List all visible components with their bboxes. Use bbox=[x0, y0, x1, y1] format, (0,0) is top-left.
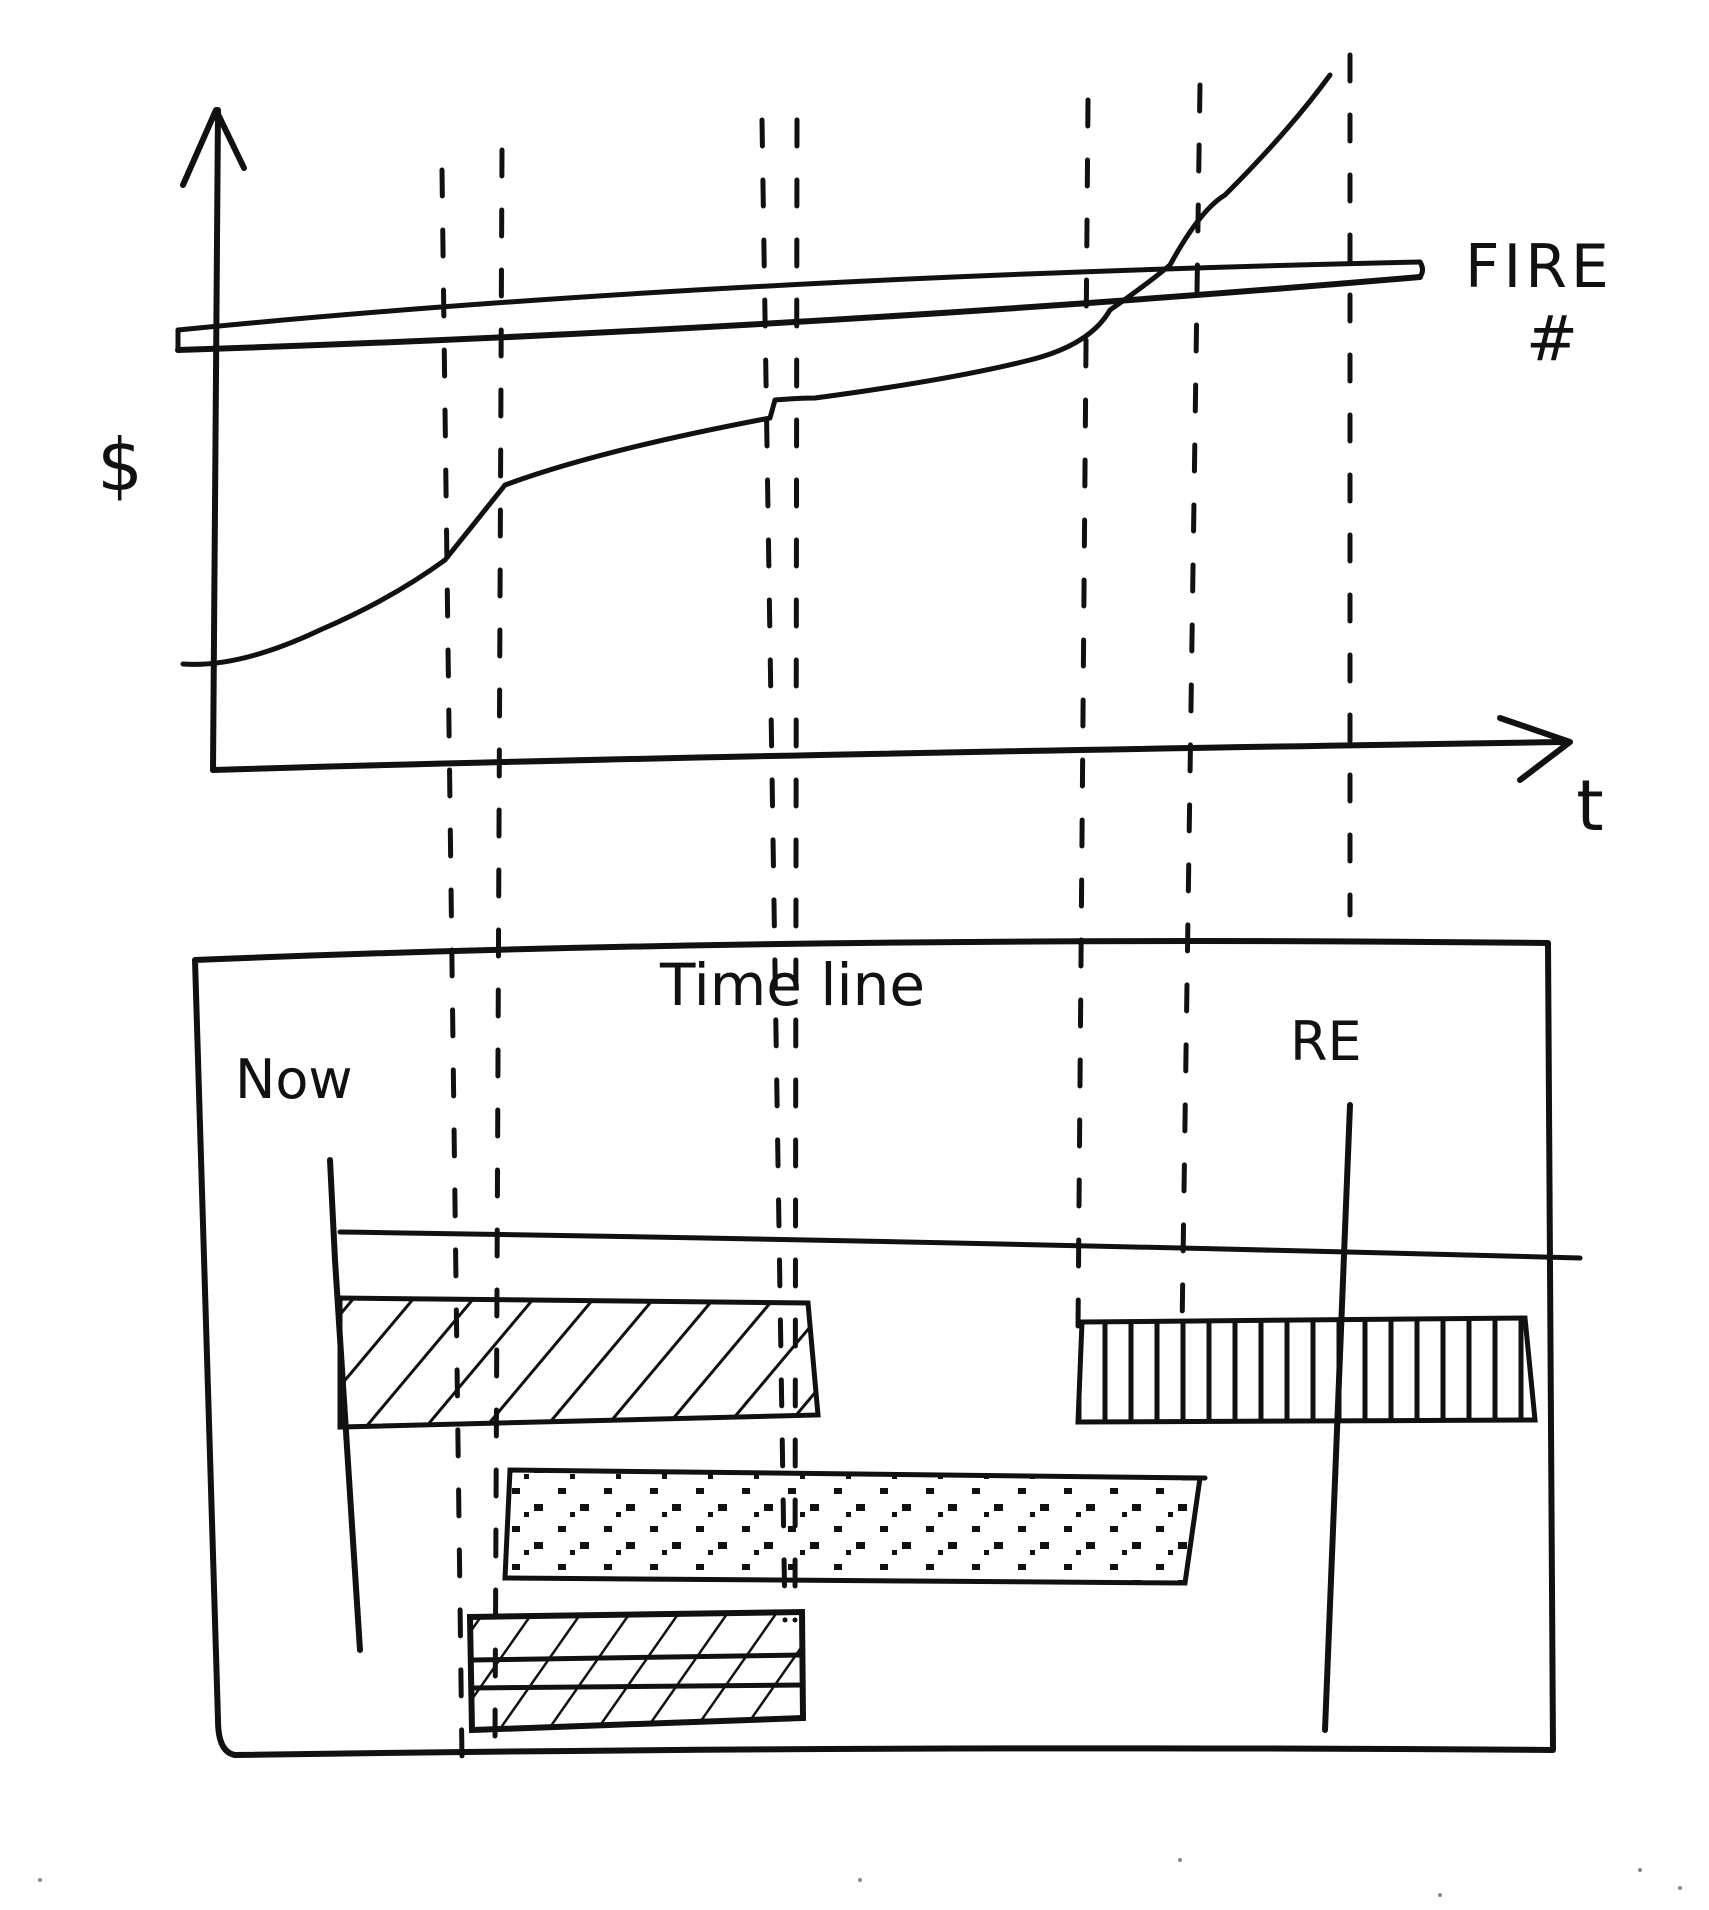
timeline-title: Time line bbox=[659, 951, 925, 1019]
fire-threshold-upper-line bbox=[175, 259, 1423, 333]
re-label: RE bbox=[1290, 1010, 1362, 1073]
fire-label: FIRE bbox=[1465, 232, 1613, 302]
x-axis-arrowhead bbox=[1497, 715, 1573, 783]
timeline-baseline bbox=[337, 1229, 1583, 1261]
bar-cross-hatch-midline-2 bbox=[469, 1682, 805, 1691]
timeline-frame bbox=[192, 938, 1556, 1758]
guide-2 bbox=[492, 147, 505, 1743]
fire-hash-label: # bbox=[1526, 302, 1578, 375]
guide-6 bbox=[1179, 82, 1203, 1333]
x-axis bbox=[210, 739, 1568, 773]
timeline-panel: Time line Now RE bbox=[192, 938, 1583, 1758]
bar-cross-hatch bbox=[466, 1608, 807, 1734]
bar-dotted bbox=[502, 1467, 1203, 1586]
guide-5 bbox=[1075, 97, 1091, 1333]
guide-1 bbox=[439, 167, 465, 1763]
bar-vertical-stripes bbox=[1075, 1315, 1538, 1425]
bar-cross-hatch-midline bbox=[469, 1652, 805, 1663]
now-marker-line bbox=[327, 1157, 363, 1653]
guide-3 bbox=[759, 117, 788, 1623]
guide-4 bbox=[792, 117, 800, 1623]
y-axis-label: $ bbox=[97, 423, 143, 507]
fire-threshold-lower-line bbox=[175, 274, 1423, 353]
net-worth-curve bbox=[180, 72, 1333, 667]
now-label: Now bbox=[235, 1048, 353, 1111]
y-axis bbox=[210, 107, 221, 773]
net-worth-chart: $ t FIRE # bbox=[97, 52, 1613, 1763]
dashed-guides bbox=[439, 52, 1353, 1763]
paper-specks bbox=[38, 1858, 1682, 1897]
fire-threshold-band-end bbox=[1417, 259, 1425, 280]
bar-diagonal-hatch bbox=[337, 1295, 821, 1430]
y-axis-arrowhead bbox=[180, 107, 247, 188]
x-axis-label: t bbox=[1576, 765, 1603, 847]
